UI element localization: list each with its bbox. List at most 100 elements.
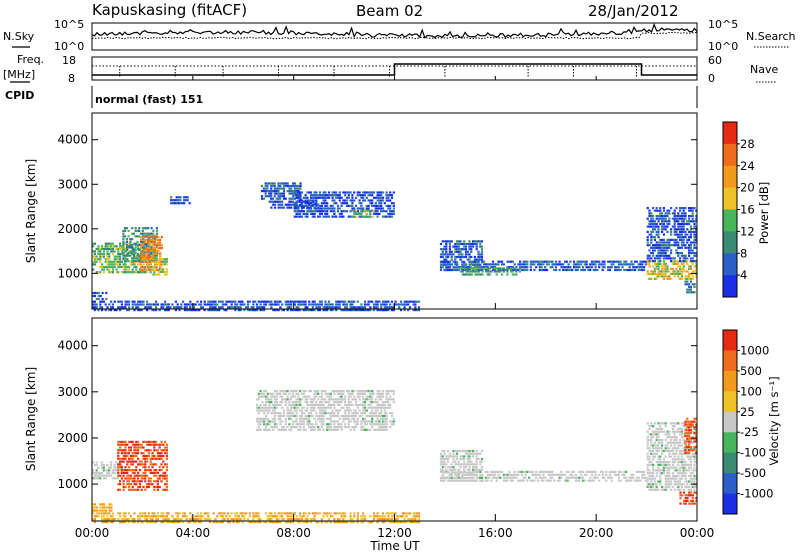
range-gate-cell [324,212,327,215]
range-gate-cell [637,263,640,266]
range-gate-cell [356,194,359,197]
range-gate-cell [447,260,450,263]
range-gate-cell [131,260,134,263]
range-gate-cell [677,220,680,223]
nave-label: Nave [750,63,778,76]
range-gate-cell [342,414,345,418]
range-gate-cell [111,260,114,263]
range-gate-cell [133,452,136,455]
range-gate-cell [680,452,683,455]
range-gate-cell [389,210,392,213]
range-gate-cell [689,466,692,469]
range-gate-cell [344,303,347,306]
range-gate-cell [691,291,694,294]
range-gate-cell [146,449,149,452]
range-gate-cell [617,479,620,482]
range-gate-cell [441,266,444,269]
range-gate-cell [326,202,329,205]
range-gate-cell [147,449,150,452]
range-gate-cell [97,471,100,475]
range-gate-cell [106,464,109,467]
range-gate-cell [679,488,682,491]
range-gate-cell [275,303,278,306]
range-gate-cell [378,426,381,429]
range-gate-cell [363,300,367,303]
range-gate-cell [124,254,127,257]
data-region-7 [679,491,698,505]
range-gate-cell [447,253,450,256]
range-gate-cell [158,477,161,480]
range-gate-cell [143,252,146,255]
range-gate-cell [351,309,354,312]
range-gate-cell [684,446,687,449]
range-gate-cell [680,228,683,231]
range-gate-cell [308,403,311,406]
range-gate-cell [657,225,660,228]
range-gate-cell [146,303,149,306]
range-gate-cell [344,191,347,194]
range-gate-cell [347,417,350,420]
range-gate-cell [155,244,158,247]
range-gate-cell [385,194,388,197]
range-gate-cell [293,395,296,398]
range-gate-cell [291,403,295,406]
range-gate-cell [128,457,131,460]
range-gate-cell [653,246,656,249]
range-gate-cell [306,202,309,205]
range-gate-cell [140,477,143,480]
range-gate-cell [155,254,158,257]
range-gate-cell [128,480,131,483]
range-gate-cell [506,479,509,482]
range-gate-cell [329,414,332,418]
range-gate-cell [524,260,527,263]
range-gate-cell [574,263,577,266]
range-gate-cell [567,266,570,269]
range-gate-cell [646,458,649,461]
range-gate-cell [146,454,149,458]
range-gate-cell [673,469,676,472]
range-gate-cell [680,427,683,430]
range-gate-cell [673,430,676,433]
range-gate-cell [447,263,450,266]
range-gate-cell [563,260,567,263]
range-gate-cell [148,260,151,263]
range-gate-cell [643,473,646,476]
range-gate-cell [688,430,691,433]
range-gate-cell [650,452,653,455]
range-gate-cell [273,414,277,418]
range-gate-cell [329,210,332,213]
range-gate-cell [119,260,122,263]
range-gate-cell [664,220,667,223]
range-gate-cell [511,479,514,482]
range-gate-cell [583,260,586,263]
range-gate-cell [675,436,678,439]
range-gate-cell [457,240,460,243]
range-gate-cell [475,466,478,469]
range-gate-cell [139,260,143,263]
range-gate-cell [675,220,678,223]
range-gate-cell [567,268,570,272]
range-gate-cell [650,477,653,480]
range-gate-cell [399,300,403,303]
range-gate-cell [389,204,392,207]
range-gate-cell [439,463,443,466]
range-gate-cell [695,262,698,265]
range-gate-cell [126,443,129,446]
range-gate-cell [135,446,138,449]
range-gate-cell [657,214,660,218]
range-gate-cell [186,199,189,202]
range-gate-cell [369,215,372,218]
range-gate-cell [279,417,282,420]
range-gate-cell [227,300,230,303]
range-gate-cell [268,428,271,431]
range-gate-cell [347,392,350,395]
range-gate-cell [95,291,98,295]
range-gate-cell [513,476,516,479]
range-gate-cell [354,196,358,199]
range-gate-cell [684,480,687,483]
range-gate-cell [533,479,536,482]
range-gate-cell [92,469,95,472]
range-gate-cell [279,192,282,195]
range-gate-cell [664,254,667,257]
